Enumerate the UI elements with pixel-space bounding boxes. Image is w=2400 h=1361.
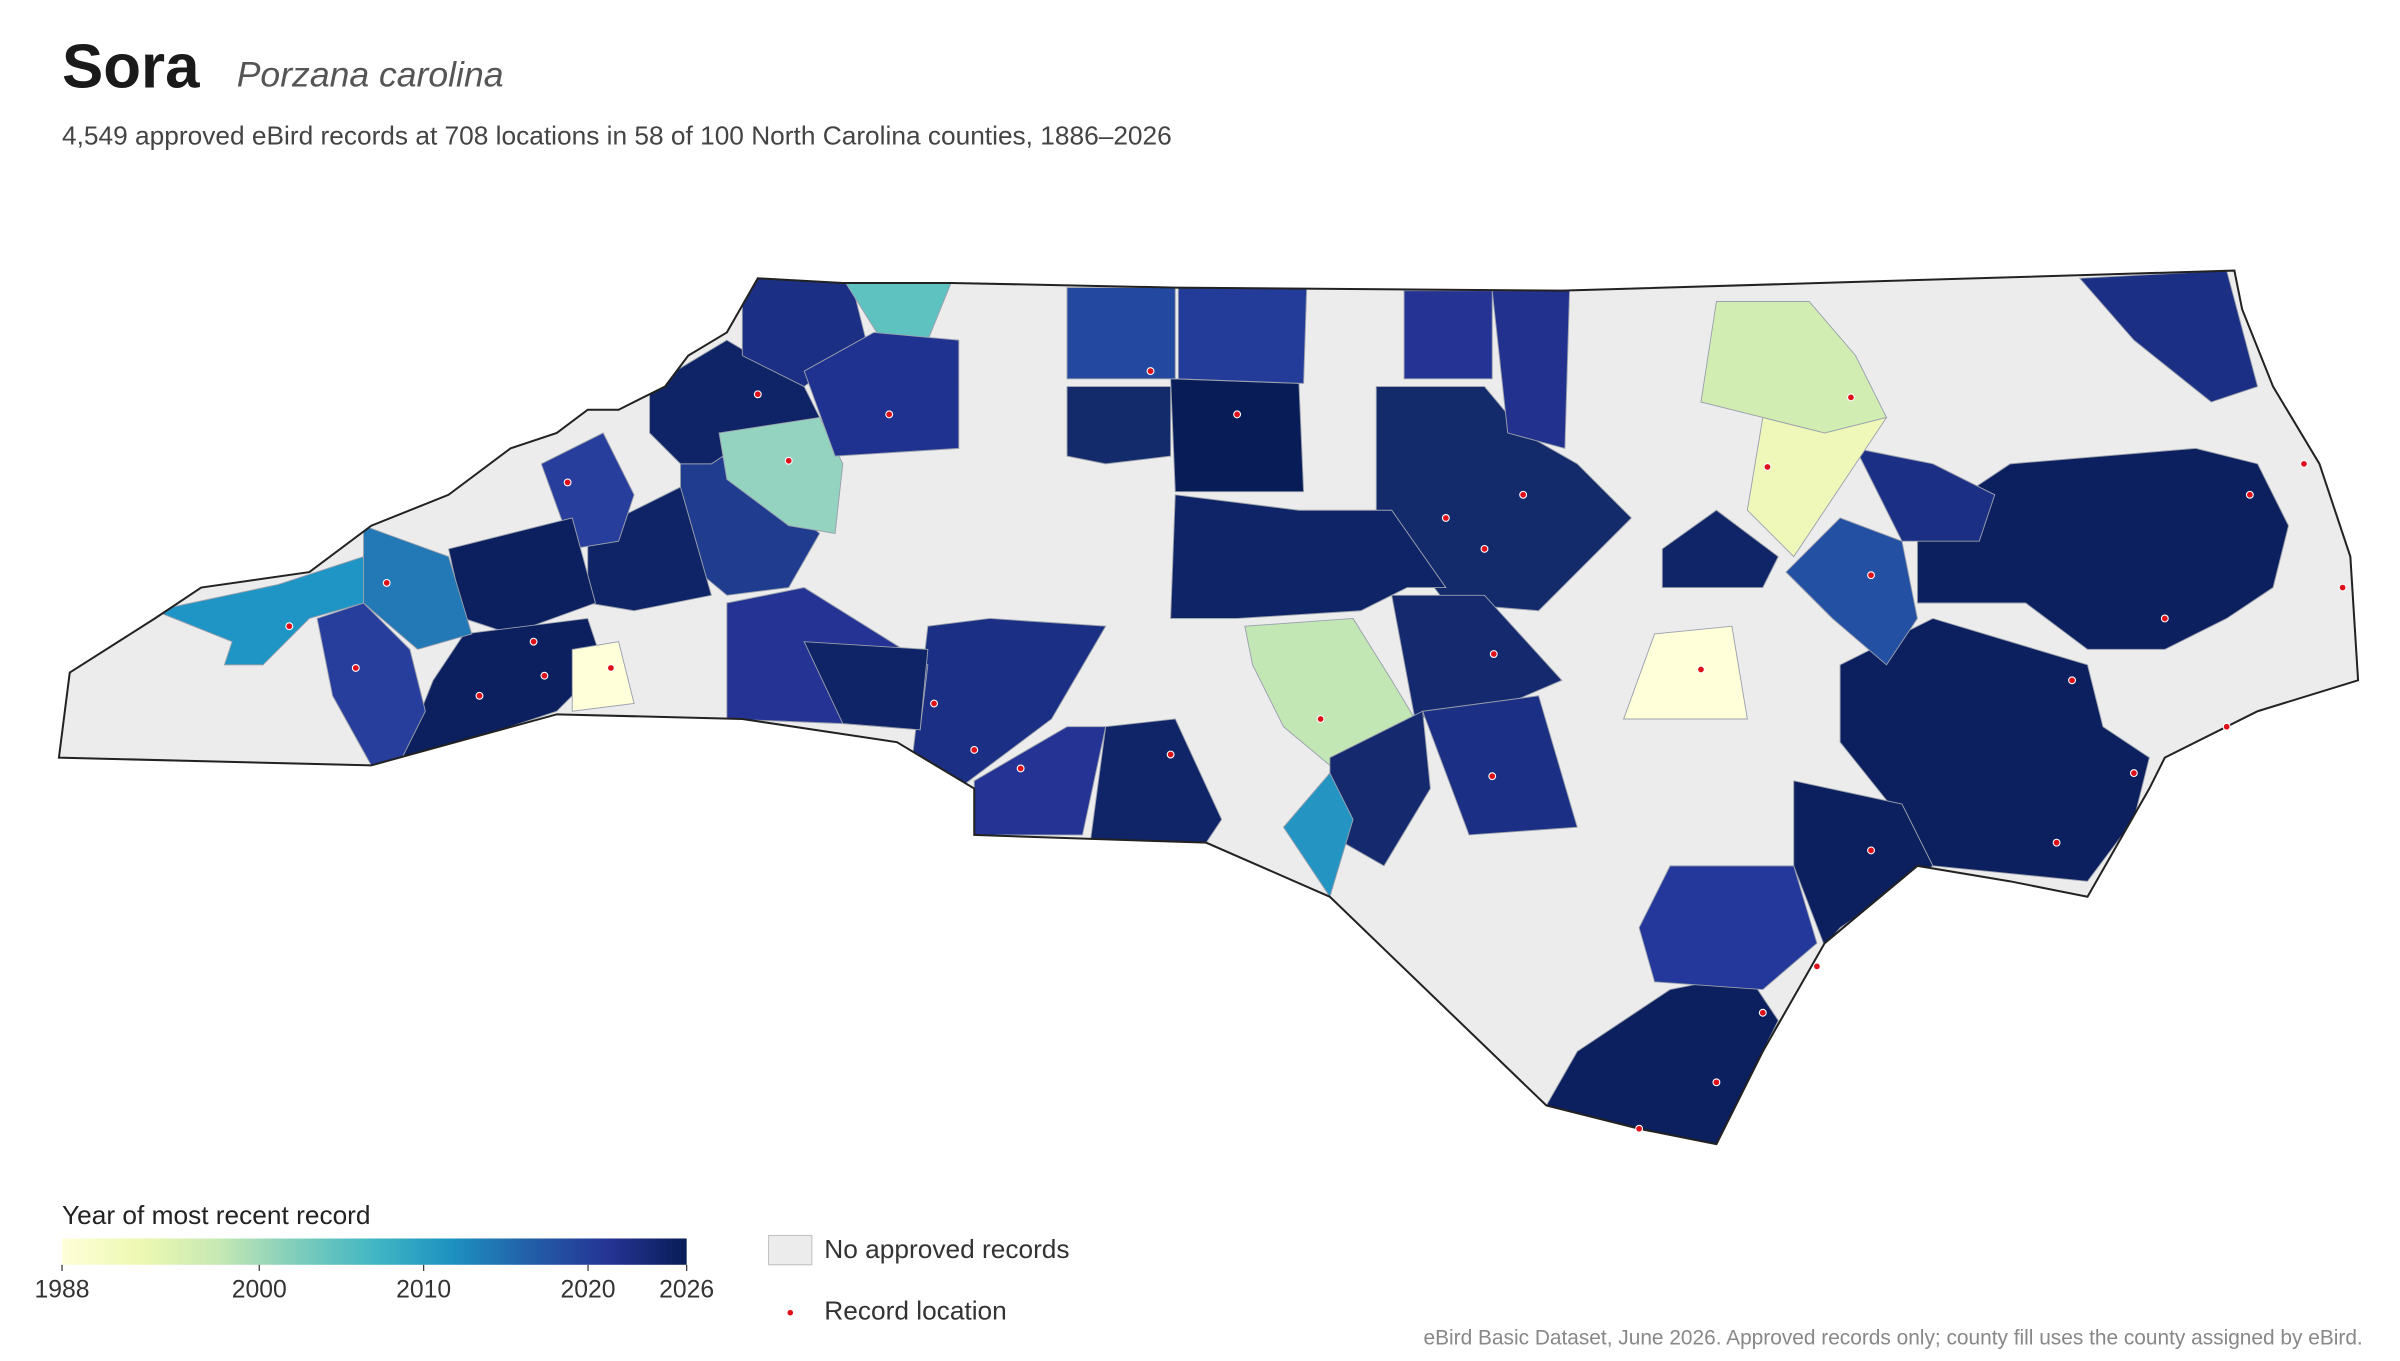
- record-point: [1316, 715, 1325, 723]
- record-point: [1867, 846, 1875, 855]
- record-point: [784, 456, 793, 465]
- record-point: [382, 578, 391, 587]
- title: Sora: [62, 32, 200, 101]
- scientific-name: Porzana carolina: [237, 55, 504, 95]
- colorbar-ticks: 1988 2000 2010 2020 2026: [35, 1264, 714, 1304]
- record-point: [1480, 544, 1489, 553]
- record-point: [753, 390, 762, 399]
- footer: eBird Basic Dataset, June 2026. Approved…: [1424, 1327, 2363, 1350]
- record-point: [2052, 838, 2061, 847]
- record-point: [1812, 962, 1821, 971]
- record-point: [1758, 1008, 1767, 1017]
- record-point: [930, 699, 938, 708]
- colorbar-tick-label: 1988: [35, 1277, 90, 1304]
- record-point: [2160, 614, 2169, 623]
- no-records-swatch: [768, 1234, 813, 1266]
- colorbar-tick-label: 2010: [396, 1277, 451, 1304]
- record-point: [2338, 583, 2347, 592]
- colorbar-tick-label: 2020: [561, 1277, 616, 1304]
- colorbar: [62, 1238, 687, 1265]
- record-swatch: [787, 1309, 794, 1316]
- record-point: [1146, 367, 1155, 376]
- record-point: [1016, 764, 1025, 773]
- record-point: [606, 664, 615, 672]
- no-records-label: No approved records: [824, 1234, 1069, 1264]
- record-point: [1846, 393, 1855, 402]
- record-point: [1166, 750, 1175, 759]
- colorbar-tick-label: 2026: [659, 1277, 714, 1304]
- record-point: [1712, 1078, 1721, 1087]
- record-point: [1233, 410, 1242, 419]
- record-point: [885, 410, 894, 419]
- county-fills: [153, 270, 2290, 1145]
- record-points: [285, 367, 2347, 1133]
- record-point: [2222, 722, 2231, 731]
- colorbar-tick-label: 2000: [232, 1277, 287, 1304]
- legend-title: Year of most recent record: [62, 1200, 371, 1230]
- record-point: [1489, 650, 1498, 658]
- record-point: [285, 622, 294, 631]
- record-point: [475, 691, 484, 700]
- record-point: [1519, 490, 1528, 499]
- record-point: [563, 478, 572, 487]
- record-point: [2245, 490, 2254, 499]
- state-outline: [57, 269, 2360, 1146]
- counties: [58, 270, 2359, 1145]
- record-point: [2300, 459, 2308, 468]
- record-point: [1697, 665, 1705, 674]
- record-point: [1635, 1124, 1644, 1133]
- record-point: [970, 745, 979, 754]
- record-point: [2068, 676, 2076, 685]
- record-point: [529, 637, 538, 646]
- record-location-label: Record location: [824, 1296, 1007, 1326]
- subtitle: 4,549 approved eBird records at 708 loca…: [62, 121, 1172, 151]
- record-point: [1763, 463, 1772, 471]
- record-point: [351, 664, 360, 672]
- record-point: [1488, 772, 1497, 781]
- record-point: [1867, 571, 1875, 580]
- record-point: [2129, 769, 2138, 778]
- record-point: [540, 671, 549, 680]
- record-point: [1441, 514, 1450, 522]
